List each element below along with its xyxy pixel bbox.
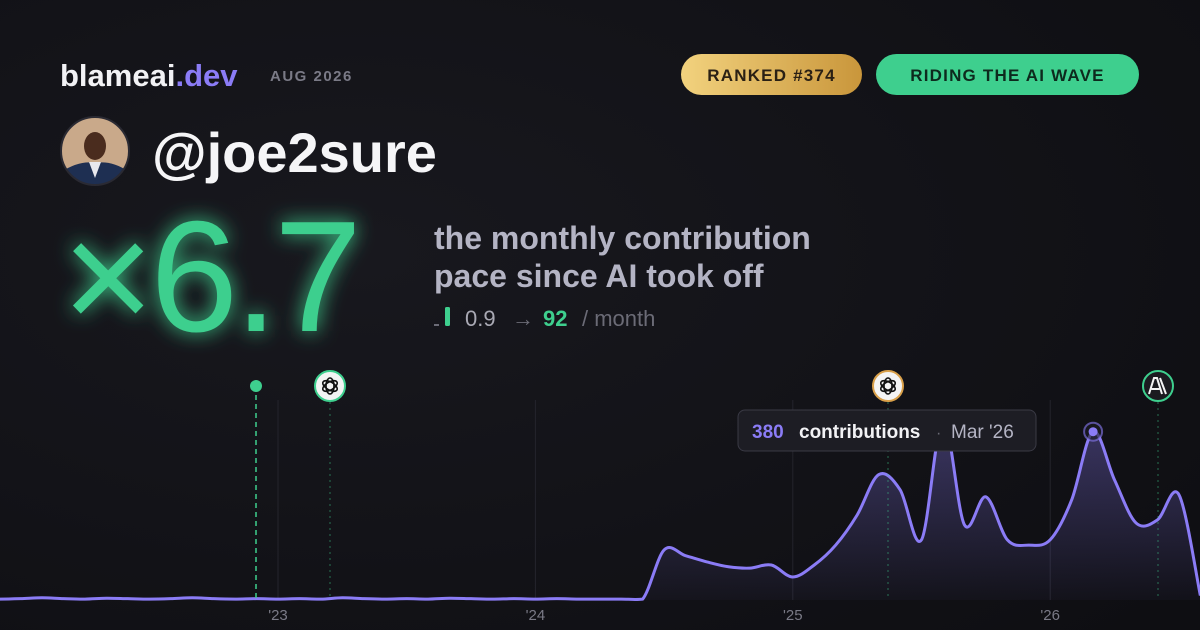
event-markers: [250, 370, 1174, 600]
pace-arrow: →: [512, 306, 534, 331]
tooltip-separator: ·: [936, 425, 941, 442]
pace-after: 92: [543, 306, 567, 331]
avatar-ring: [60, 116, 130, 186]
brand: blameai.dev: [60, 58, 238, 93]
area: [0, 419, 1200, 600]
description: pace since AI took off: [434, 258, 764, 294]
tooltip-series: contributions: [799, 422, 920, 443]
tooltip-value: 380: [752, 422, 784, 443]
openai-icon: [314, 370, 346, 402]
badge-label: RANKED #374: [707, 66, 835, 85]
tooltip: 380 contributions · Mar '26: [737, 409, 1037, 452]
tooltip-date: Mar '26: [951, 422, 1014, 443]
pace-icon: [434, 307, 450, 326]
line: [0, 418, 1200, 602]
x-tick-label: '25: [783, 607, 803, 624]
x-tick-label: '24: [526, 607, 546, 624]
pace-before: 0.9: [465, 306, 496, 331]
pace-unit: / month: [582, 306, 655, 331]
date: AUG 2026: [270, 68, 353, 85]
openai-icon: [872, 370, 904, 402]
multiplier: ×6.7: [62, 189, 358, 365]
x-tick-label: '23: [268, 607, 288, 624]
event-dot: [250, 380, 262, 392]
highlight-point: [1088, 427, 1098, 437]
badge-label: RIDING THE AI WAVE: [910, 66, 1104, 85]
handle: @joe2sure: [152, 121, 437, 184]
badge: [681, 54, 862, 95]
tooltip-box: [737, 409, 1037, 452]
anthropic-icon: [1142, 370, 1174, 402]
chart: '23 '24 '25 '26: [0, 400, 1200, 624]
x-tick-label: '26: [1040, 607, 1060, 624]
description: the monthly contribution: [434, 220, 811, 256]
badge: [876, 54, 1139, 95]
avatar: [61, 117, 129, 185]
